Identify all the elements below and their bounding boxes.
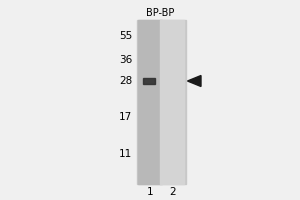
Text: 55: 55 <box>119 31 132 41</box>
Text: BP-BP: BP-BP <box>146 8 175 18</box>
Text: 2: 2 <box>169 187 176 197</box>
Bar <box>138 20 162 184</box>
Bar <box>143 78 155 84</box>
Polygon shape <box>188 76 201 86</box>
Text: 1: 1 <box>147 187 153 197</box>
Text: 36: 36 <box>119 55 132 65</box>
Text: 11: 11 <box>119 149 132 159</box>
Bar <box>160 20 184 184</box>
Bar <box>136 20 186 184</box>
Text: 17: 17 <box>119 112 132 122</box>
Text: 28: 28 <box>119 76 132 86</box>
